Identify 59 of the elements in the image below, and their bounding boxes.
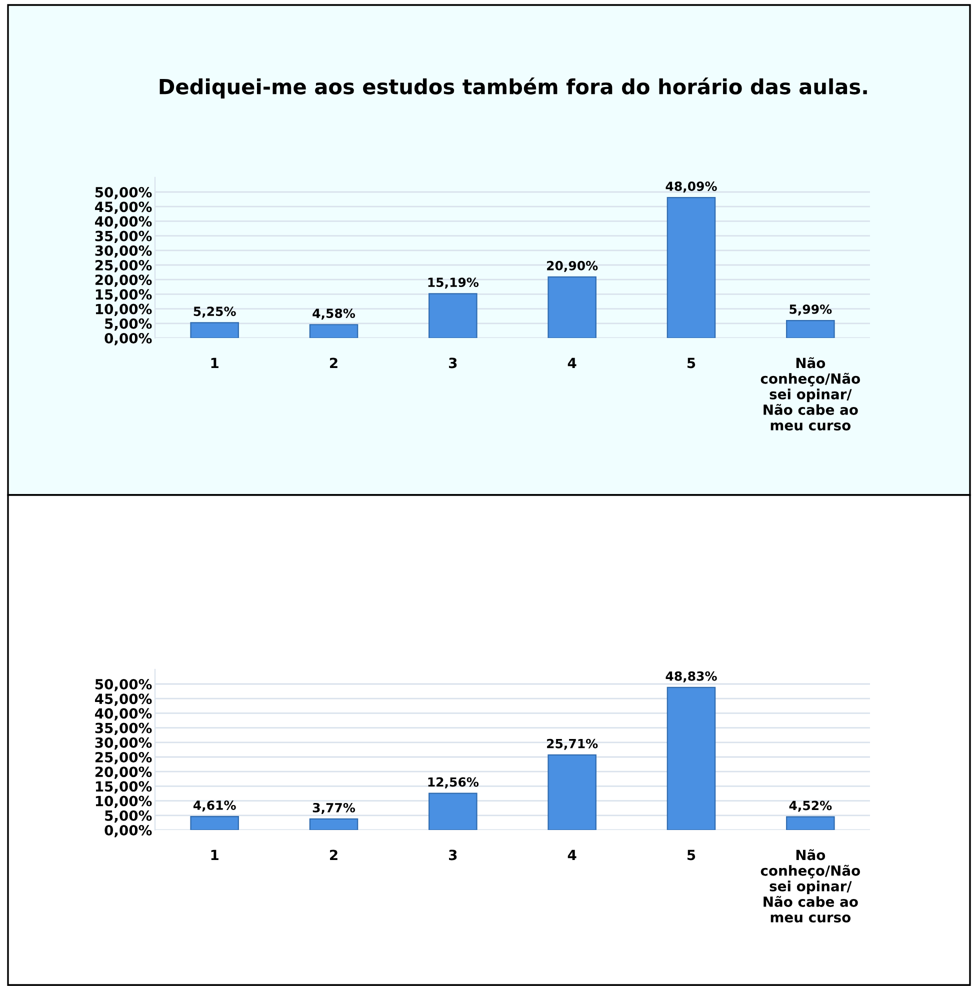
chart-title: Dediquei-me aos estudos também fora do horário das aulas.	[160, 78, 867, 98]
x-tick-label: 4	[568, 358, 576, 368]
y-tick-label: 25,00%	[95, 260, 152, 272]
data-label: 4,61%	[193, 800, 236, 812]
bar	[428, 792, 478, 830]
data-label: 20,90%	[547, 260, 598, 272]
y-tick-label: 5,00%	[105, 810, 152, 823]
x-tick-label: 3	[449, 358, 457, 368]
data-label: 4,52%	[789, 800, 832, 812]
x-tick-label: 5	[687, 850, 696, 860]
bar	[548, 276, 596, 338]
x-tick-label: 2	[330, 850, 338, 860]
bar	[309, 818, 358, 830]
y-tick-label: 45,00%	[95, 694, 152, 706]
y-tick-label: 0,00%	[104, 332, 152, 346]
y-tick-label: 45,00%	[95, 202, 152, 214]
y-tick-label: 0,00%	[104, 824, 152, 838]
y-tick-label: 50,00%	[95, 186, 152, 200]
bar	[786, 816, 835, 830]
data-label: 5,25%	[194, 306, 236, 318]
bar	[786, 320, 835, 338]
data-label: 48,83%	[666, 671, 717, 682]
y-tick-label: 15,00%	[96, 289, 152, 302]
data-label: 48,09%	[666, 182, 717, 193]
bar	[666, 197, 716, 338]
y-tick-label: 20,00%	[95, 274, 152, 287]
y-tick-label: 30,00%	[95, 737, 152, 750]
bar	[548, 754, 596, 830]
bar	[666, 686, 716, 830]
y-tick-label: 35,00%	[95, 722, 152, 736]
x-tick-label: 2	[330, 358, 338, 368]
bar	[309, 324, 358, 338]
x-tick-label: 3	[449, 850, 457, 860]
y-tick-label: 40,00%	[95, 708, 152, 720]
x-tick-label: 1	[211, 358, 218, 368]
data-label: 3,77%	[312, 802, 356, 814]
x-tick-label: Não conheço/Não sei opinar/ Não cabe ao meu curso	[760, 357, 860, 430]
data-label: 5,99%	[790, 304, 832, 316]
y-tick-label: 10,00%	[96, 796, 152, 808]
y-tick-label: 40,00%	[95, 216, 152, 228]
bar	[190, 816, 239, 830]
y-tick-label: 10,00%	[96, 304, 152, 316]
y-tick-label: 30,00%	[95, 245, 152, 258]
bar	[428, 293, 478, 338]
y-tick-label: 35,00%	[95, 230, 152, 244]
data-label: 4,58%	[312, 308, 356, 320]
x-tick-label: 5	[687, 358, 696, 368]
data-label: 15,19%	[428, 278, 479, 289]
y-tick-label: 50,00%	[95, 678, 152, 692]
data-label: 25,71%	[547, 738, 598, 750]
y-tick-label: 5,00%	[105, 318, 152, 331]
bar	[190, 322, 239, 338]
y-tick-label: 25,00%	[95, 752, 152, 764]
data-label: 12,56%	[428, 777, 479, 788]
x-tick-label: 4	[568, 850, 576, 860]
x-tick-label: Não conheço/Não sei opinar/ Não cabe ao meu curso	[760, 849, 860, 922]
y-tick-label: 15,00%	[96, 781, 152, 794]
x-tick-label: 1	[211, 850, 218, 860]
y-tick-label: 20,00%	[95, 766, 152, 779]
